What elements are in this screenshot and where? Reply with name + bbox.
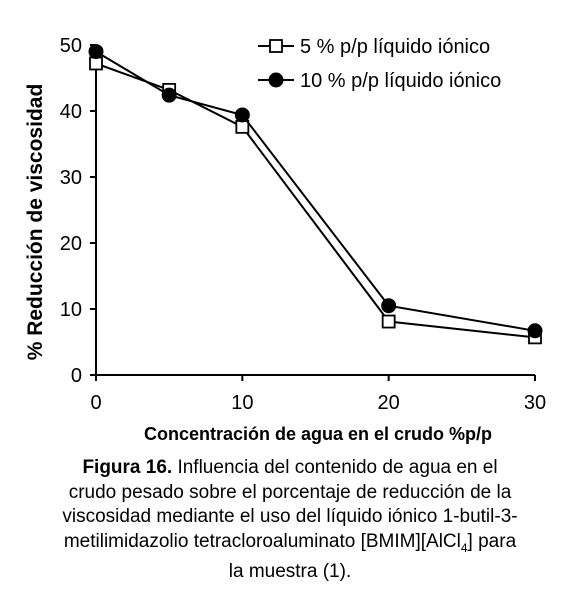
data-point [381, 298, 397, 314]
y-tick-label: 10 [60, 299, 82, 321]
data-point [381, 314, 396, 329]
caption-line-5: la muestra (1). [228, 560, 352, 582]
series-line [95, 62, 536, 339]
caption-text: metilimidazolio tetracloroaluminato [BMI… [63, 530, 461, 552]
figure-caption: Figura 16. Influencia del contenido de a… [24, 456, 556, 584]
legend-marker [268, 72, 284, 88]
legend-item: 5 % p/p líquido iónico [258, 36, 490, 58]
line-chart: 0 10 20 30 40 50 0 10 20 30 5 % p/p líquido iónic… [24, 35, 546, 444]
caption-line-2: crudo pesado sobre el porcentaje de redu… [68, 481, 512, 503]
y-tick-label: 20 [60, 233, 82, 255]
data-point [161, 87, 177, 103]
y-axis-label: % Reducción de viscosidad [24, 84, 47, 361]
y-tick-label: 30 [60, 167, 82, 189]
caption-subscript: 4 [460, 540, 468, 555]
data-point [88, 44, 104, 60]
data-point [235, 119, 250, 134]
legend-label: 5 % p/p líquido iónico [300, 36, 490, 58]
series-2 [88, 44, 543, 339]
caption-line-3: viscosidad mediante el uso del líquido i… [62, 506, 518, 527]
x-tick-label: 10 [231, 392, 253, 414]
y-tick-label: 50 [60, 35, 82, 57]
x-tick-label: 30 [524, 392, 546, 414]
x-tick-label: 20 [378, 392, 400, 414]
legend: 5 % p/p líquido iónico 10 % p/p líquido i… [258, 36, 501, 92]
legend-marker [269, 39, 283, 53]
y-tick-label: 40 [60, 101, 82, 123]
caption-line-4: metilimidazolio tetracloroaluminato [BMI… [24, 530, 556, 560]
series-layer [88, 44, 543, 345]
data-point [89, 56, 103, 71]
axes: 0 10 20 30 40 50 0 10 20 30 [60, 35, 546, 414]
x-axis-label: Concentración de agua en el crudo %p/p [144, 424, 492, 444]
caption-text: ] para [467, 530, 517, 552]
series-line [95, 50, 536, 332]
legend-label: 10 % p/p líquido iónico [300, 70, 501, 92]
legend-item: 10 % p/p líquido iónico [258, 70, 501, 92]
caption-text: Influencia del contenido de agua en el [172, 457, 498, 478]
data-point [527, 323, 543, 339]
y-tick-label: 0 [71, 365, 82, 387]
figure-label: Figura 16. [82, 457, 173, 478]
series-1 [89, 56, 542, 345]
caption-line-1: Figura 16. Influencia del contenido de a… [24, 456, 556, 481]
data-point [234, 107, 250, 123]
x-tick-label: 0 [90, 392, 101, 414]
